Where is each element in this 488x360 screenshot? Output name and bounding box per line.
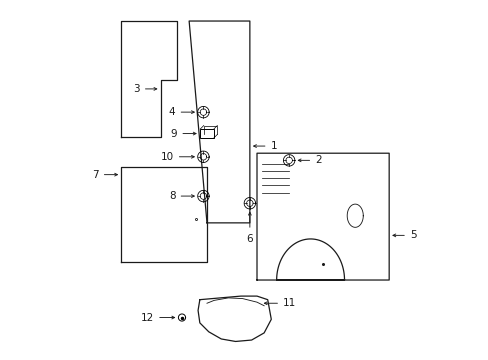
Text: 9: 9 <box>170 129 177 139</box>
Text: 5: 5 <box>409 230 416 240</box>
Text: 10: 10 <box>161 152 173 162</box>
Text: 2: 2 <box>315 156 321 165</box>
Text: 8: 8 <box>168 191 175 201</box>
Text: 12: 12 <box>141 312 154 323</box>
Text: 11: 11 <box>283 298 296 308</box>
Text: 6: 6 <box>246 234 253 244</box>
Text: 3: 3 <box>133 84 140 94</box>
Text: 7: 7 <box>92 170 99 180</box>
Text: 4: 4 <box>168 107 175 117</box>
Text: 1: 1 <box>270 141 277 151</box>
